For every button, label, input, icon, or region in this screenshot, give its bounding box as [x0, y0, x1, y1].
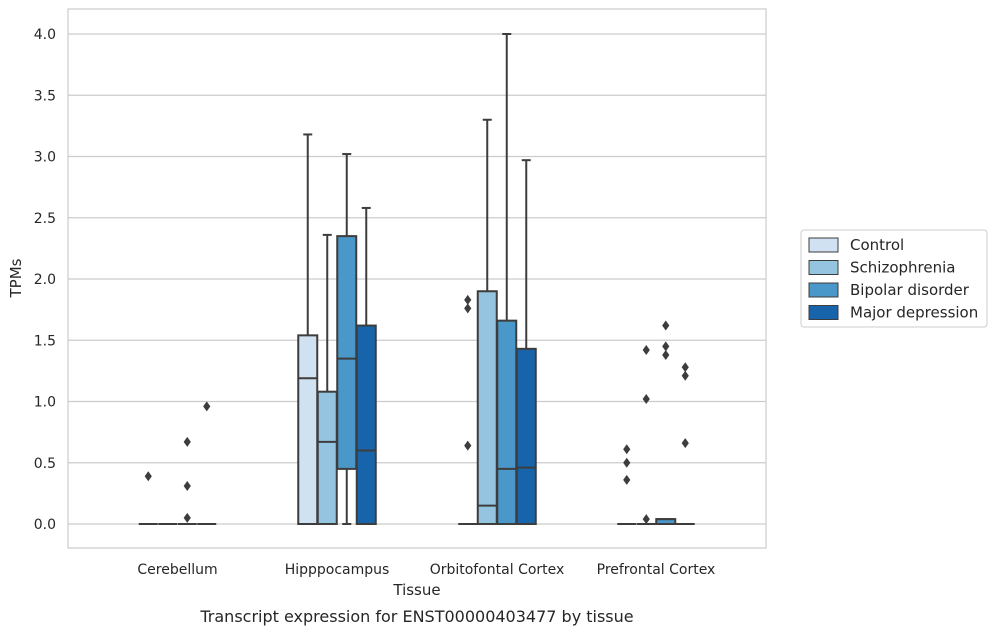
- outlier-point: [623, 474, 631, 485]
- y-axis-label: TPMs: [7, 258, 25, 298]
- legend-swatch: [808, 260, 839, 275]
- y-tick-label: 2.5: [34, 211, 56, 227]
- y-tick-label: 3.5: [34, 88, 56, 104]
- legend-label: Schizophrenia: [850, 259, 955, 277]
- outlier-point: [464, 440, 472, 451]
- legend-label: Major depression: [850, 304, 978, 322]
- box-body: [476, 290, 498, 525]
- box-body: [496, 319, 518, 525]
- box-body: [297, 334, 319, 525]
- box-1-1: [316, 233, 338, 526]
- box-2-3: [655, 320, 677, 525]
- outlier-point: [681, 362, 689, 373]
- boxes: [138, 33, 695, 526]
- outlier-point: [183, 512, 191, 523]
- box-3-1: [355, 206, 377, 525]
- y-tick-label: 1.0: [34, 395, 56, 411]
- box-3-3: [675, 362, 695, 525]
- outlier-point: [681, 438, 689, 449]
- box-0-2: [458, 294, 478, 525]
- box-body: [355, 324, 377, 525]
- box-3-2: [515, 159, 537, 526]
- box-body: [316, 390, 338, 526]
- x-tick-label: Orbitofontal Cortex: [430, 562, 565, 578]
- y-axis-ticks: 0.0 0.5 1.0 1.5 2.0 2.5 3.0 3.5 4.0: [34, 27, 56, 533]
- outlier-point: [183, 436, 191, 447]
- y-tick-label: 2.0: [34, 272, 56, 288]
- box-body: [336, 235, 358, 470]
- outlier-point: [183, 481, 191, 492]
- box-2-1: [336, 153, 358, 525]
- chart-caption: Transcript expression for ENST0000040347…: [199, 607, 633, 626]
- outlier-point: [623, 457, 631, 468]
- plot-area-frame: [67, 8, 767, 549]
- box-0-0: [138, 471, 158, 525]
- y-tick-label: 1.5: [34, 333, 56, 349]
- y-tick-label: 3.0: [34, 150, 56, 166]
- legend-swatch: [808, 305, 839, 320]
- gridlines: [68, 33, 766, 525]
- y-tick-label: 0.5: [34, 456, 56, 472]
- outlier-point: [144, 471, 152, 482]
- outlier-point: [203, 401, 211, 412]
- box-0-1: [297, 133, 319, 525]
- box-1-3: [636, 345, 656, 525]
- outlier-point: [464, 294, 472, 305]
- box-body: [515, 347, 537, 526]
- outlier-point: [662, 341, 670, 352]
- x-axis-label: Tissue: [392, 581, 440, 599]
- x-tick-label: Prefrontal Cortex: [597, 562, 716, 578]
- legend-swatch: [808, 237, 839, 253]
- x-tick-label: Cerebellum: [137, 562, 217, 578]
- legend-label: Bipolar disorder: [850, 281, 970, 299]
- outlier-point: [642, 345, 650, 356]
- box-1-2: [476, 118, 498, 525]
- legend-swatch: [808, 282, 839, 298]
- legend: Control Schizophrenia Bipolar disorder Majo…: [800, 229, 988, 328]
- box-0-3: [617, 444, 637, 525]
- x-axis-ticks: Cerebellum Hipppocampus Orbitofontal Corte…: [137, 562, 715, 578]
- y-tick-label: 0.0: [34, 517, 56, 533]
- outlier-point: [681, 370, 689, 381]
- outlier-point: [662, 320, 670, 331]
- y-tick-label: 4.0: [34, 27, 56, 43]
- box-2-0: [177, 436, 197, 525]
- outlier-point: [642, 514, 650, 525]
- box-3-0: [197, 401, 217, 525]
- outlier-point: [642, 394, 650, 405]
- legend-label: Control: [850, 236, 904, 254]
- legend-frame: [800, 229, 988, 328]
- outlier-point: [623, 444, 631, 455]
- x-tick-label: Hipppocampus: [285, 562, 390, 578]
- outlier-point: [464, 303, 472, 314]
- outlier-point: [662, 349, 670, 360]
